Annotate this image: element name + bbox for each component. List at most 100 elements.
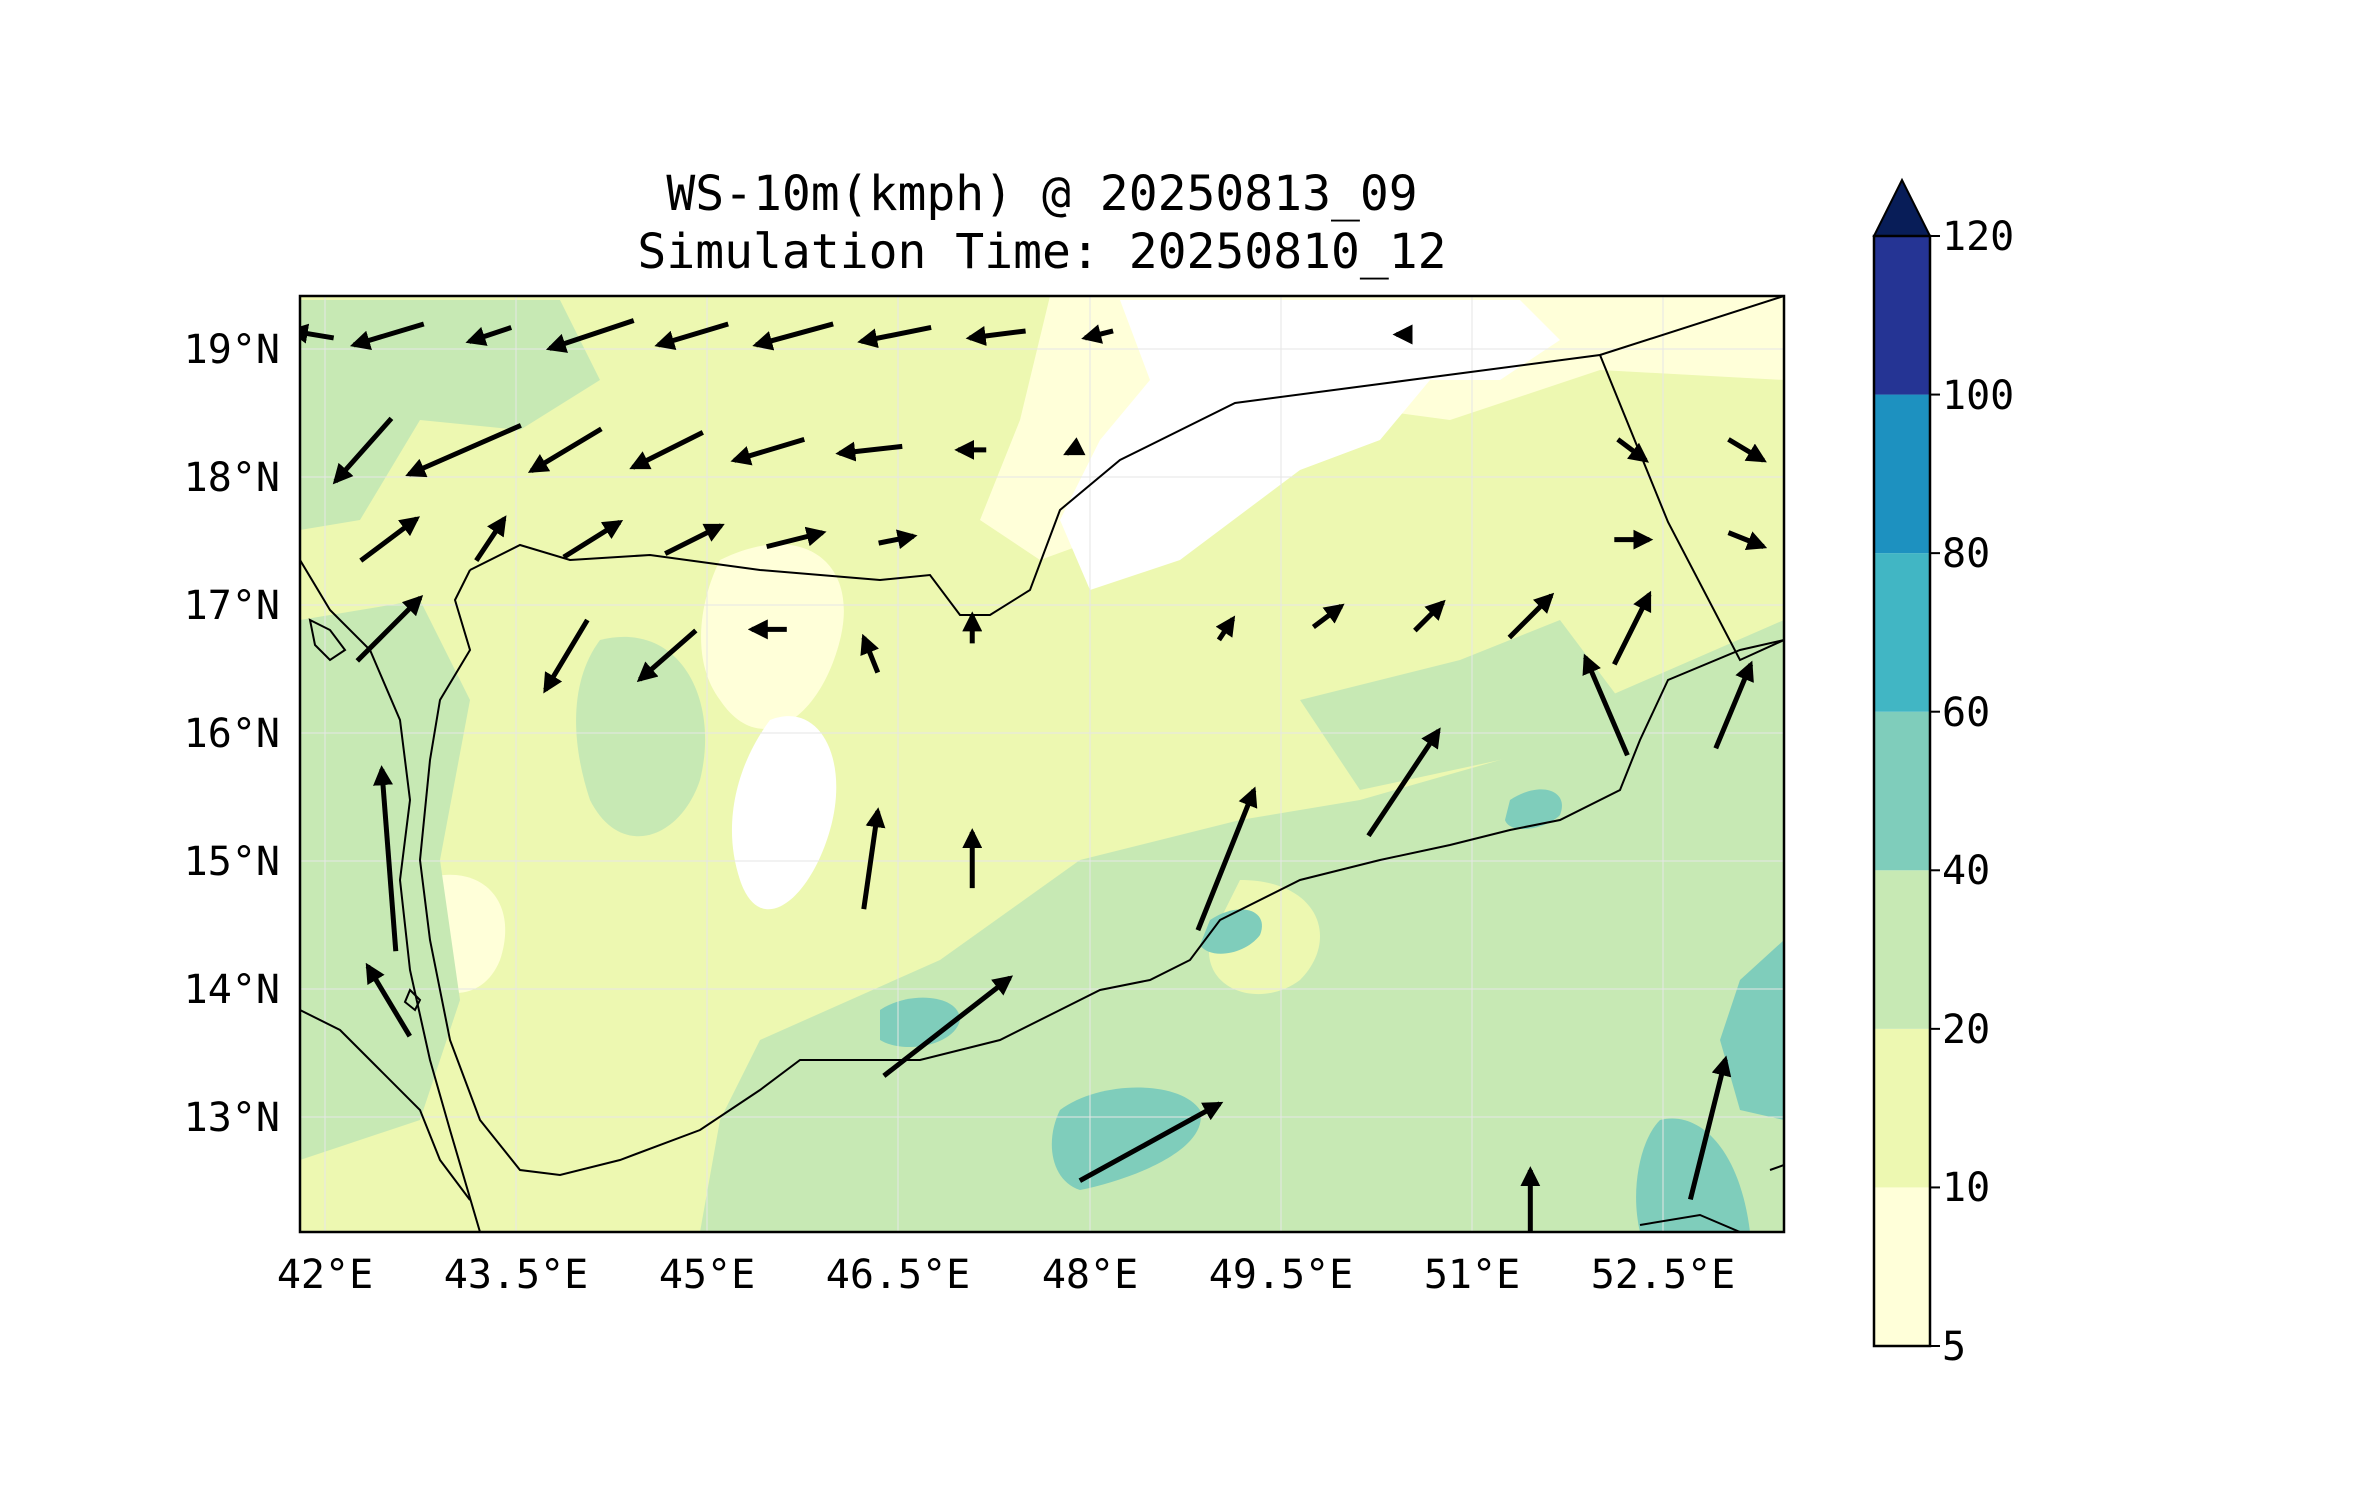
wind-vector-arrow xyxy=(545,318,635,353)
map-panel xyxy=(298,294,1786,1234)
x-axis: 42°E 43.5°E 45°E 46.5°E 48°E 49.5°E 51°E… xyxy=(277,1252,1735,1298)
island xyxy=(308,618,347,662)
strong-wind-region xyxy=(1636,1118,1750,1232)
coastline xyxy=(418,569,1784,1177)
wind-vector-arrow xyxy=(664,523,725,556)
wind-vector-arrow xyxy=(629,430,704,470)
x-tick-label: 52.5°E xyxy=(1591,1252,1736,1298)
wind-vector-arrow xyxy=(1081,324,1114,344)
wind-vector-arrow xyxy=(965,326,1026,346)
wind-speed-field xyxy=(300,296,1784,1232)
wind-vector-arrow xyxy=(1215,615,1236,642)
wind-vector-arrow xyxy=(355,595,424,663)
wind-vector-arrow xyxy=(636,628,698,683)
x-tick-label: 49.5°E xyxy=(1209,1252,1354,1298)
wind-vector-arrow xyxy=(1687,1055,1732,1201)
colorbar-segment xyxy=(1874,870,1930,1029)
y-tick-label: 13°N xyxy=(184,1095,280,1141)
coastline xyxy=(1769,1164,1784,1171)
strong-wind-region xyxy=(1720,940,1784,1120)
colorbar-label: 80 xyxy=(1942,531,1990,577)
colorbar-ticks xyxy=(1930,235,1940,1347)
country-border xyxy=(469,353,1784,662)
colorbar-label: 5 xyxy=(1942,1324,1966,1370)
wind-vector-arrow xyxy=(405,423,522,478)
wind-vector-arrow xyxy=(1582,653,1630,757)
moderate-wind-region xyxy=(300,600,470,1160)
y-tick-label: 19°N xyxy=(184,327,280,373)
map-title: WS-10m(kmph) @ 20250813_09 xyxy=(666,166,1417,222)
colorbar-frame xyxy=(1872,234,1932,1348)
wind-vector-arrow xyxy=(730,436,806,466)
wind-vector-arrow xyxy=(465,325,513,346)
wind-vector-arrow xyxy=(882,975,1014,1078)
colorbar-segment xyxy=(1874,553,1930,712)
wind-vector-arrow xyxy=(1413,599,1446,633)
x-tick-label: 48°E xyxy=(1042,1252,1138,1298)
strong-wind-region xyxy=(1200,909,1262,954)
wind-vector-arrow xyxy=(373,765,399,952)
wind-vector-arrow xyxy=(543,618,590,694)
still-region xyxy=(1060,300,1560,590)
colorbar-segment xyxy=(1874,711,1930,871)
wind-vector-arrow xyxy=(835,441,903,462)
moderate-wind-region xyxy=(1208,880,1320,995)
colorbar-segments xyxy=(1874,236,1930,1346)
colorbar-segment xyxy=(1874,394,1930,554)
wind-vector-arrow xyxy=(1616,437,1649,463)
y-tick-label: 14°N xyxy=(184,967,280,1013)
colorbar-segment xyxy=(1874,236,1930,395)
wind-vector-arrow xyxy=(878,529,918,550)
y-tick-label: 16°N xyxy=(184,711,280,757)
country-border xyxy=(1599,296,1784,356)
strong-wind-region xyxy=(1505,789,1562,830)
strong-wind-region xyxy=(1051,1087,1201,1190)
coastline xyxy=(1639,1213,1741,1232)
y-tick-label: 17°N xyxy=(184,583,280,629)
wind-vector-arrow xyxy=(300,323,335,344)
colorbar-label: 40 xyxy=(1942,848,1990,894)
wind-vector-arrow xyxy=(332,416,394,485)
wind-vector-arrow xyxy=(1311,603,1345,630)
boundaries xyxy=(300,296,1784,1232)
wind-vector-arrow xyxy=(349,321,425,350)
calm-region xyxy=(701,544,844,729)
wind-vector-arrow xyxy=(766,526,827,550)
wind-vector-arrow xyxy=(654,321,729,350)
coastline xyxy=(300,1009,471,1201)
wind-vector-arrow xyxy=(1507,592,1555,640)
wind-vector-arrow xyxy=(1727,437,1767,463)
wind-vector-arrow xyxy=(1366,727,1441,838)
y-tick-label: 15°N xyxy=(184,839,280,885)
x-tick-label: 51°E xyxy=(1424,1252,1520,1298)
colorbar-label: 60 xyxy=(1942,690,1990,736)
wind-vector-arrow xyxy=(1612,590,1652,666)
wind-vector-arrow xyxy=(1727,530,1768,550)
x-tick-label: 45°E xyxy=(659,1252,755,1298)
map-subtitle: Simulation Time: 20250810_12 xyxy=(637,224,1446,280)
wind-vector-arrow xyxy=(1713,660,1754,750)
coastline xyxy=(300,559,481,1232)
wind-vector-arrow xyxy=(857,325,932,349)
colorbar-label: 10 xyxy=(1942,1165,1990,1211)
colorbar-label: 120 xyxy=(1942,214,2014,260)
wind-vector-arrow xyxy=(359,516,420,563)
colorbar-label: 100 xyxy=(1942,373,2014,419)
x-tick-label: 46.5°E xyxy=(826,1252,971,1298)
y-tick-label: 18°N xyxy=(184,455,280,501)
wind-vector-arrow xyxy=(1195,786,1258,932)
wind-vector-arrow xyxy=(474,515,507,563)
wind-vector-arrow xyxy=(1063,437,1086,456)
island xyxy=(403,988,422,1012)
x-tick-label: 43.5°E xyxy=(444,1252,589,1298)
wind-vector-arrow xyxy=(365,962,412,1038)
wind-vectors xyxy=(300,318,1768,1232)
wind-vector-arrow xyxy=(752,321,834,351)
map-frame xyxy=(298,294,1786,1234)
x-tick-label: 42°E xyxy=(277,1252,373,1298)
colorbar-segment xyxy=(1874,1028,1930,1188)
colorbar-label: 20 xyxy=(1942,1007,1990,1053)
wind-vector-arrow xyxy=(1078,1101,1224,1183)
moderate-wind-region xyxy=(1300,620,1620,790)
